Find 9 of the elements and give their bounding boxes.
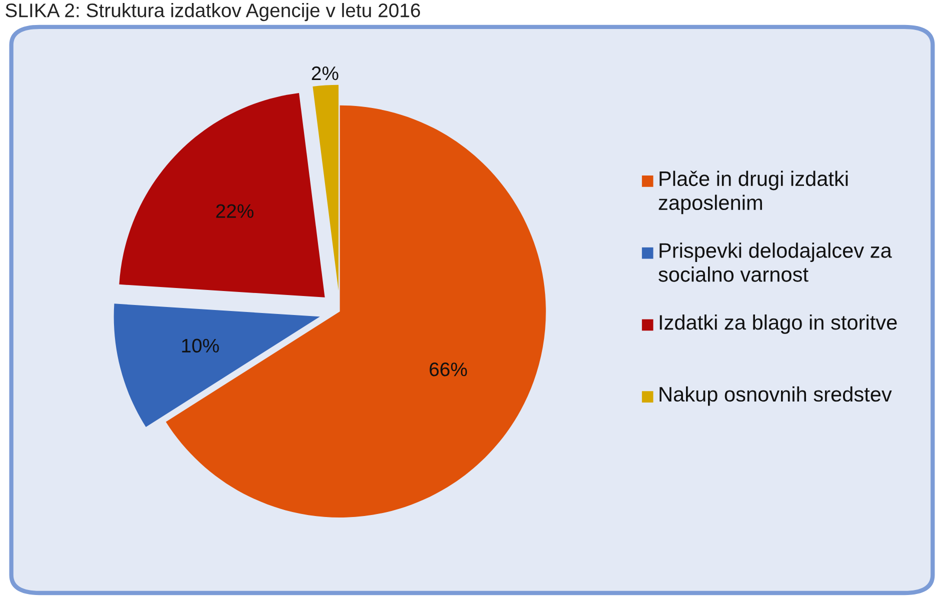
legend-label: Nakup osnovnih sredstev — [660, 386, 892, 406]
data-label: 66% — [430, 362, 467, 376]
data-label: 22% — [216, 204, 254, 218]
data-label: 2% — [312, 66, 338, 80]
legend-label: Plače in drugi izdatki zaposlenim — [658, 170, 848, 214]
legend-label: Prispevki delodajalcev za socialno varnost — [658, 242, 892, 282]
legend-label: Izdatki za blago in storitve — [660, 314, 897, 334]
chart-title: SLIKA 2: Struktura izdatkov Agencije v letu 2016 — [6, 2, 420, 22]
data-label: 10% — [182, 338, 219, 353]
